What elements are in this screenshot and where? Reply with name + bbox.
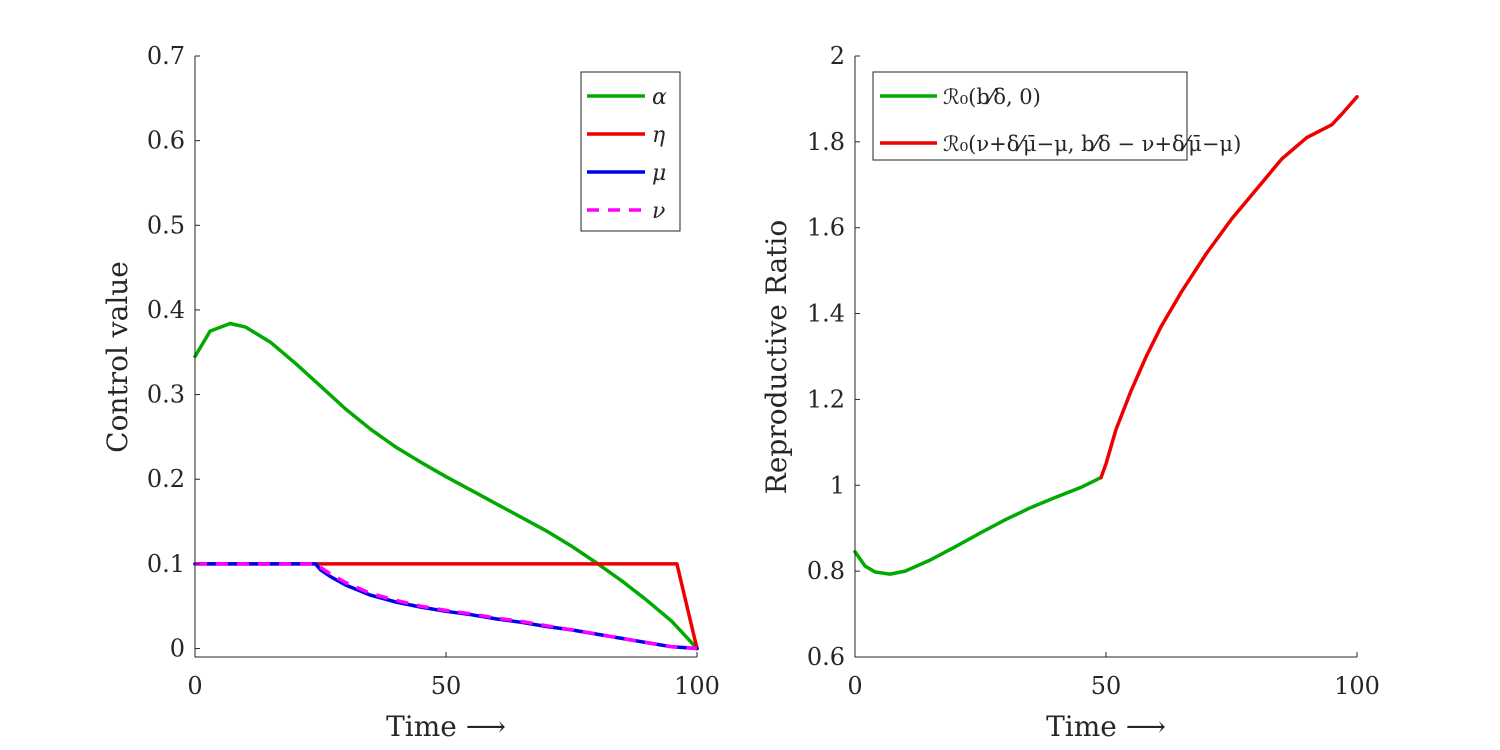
series-line-1 [1099,95,1359,480]
x-axis-label: Time ⟶ [386,710,506,743]
reproductive-ratio-plot: 0 50 100 0.6 0.8 1 1.2 1.4 1.6 1.8 2 Time ⟶ Reprod… [760,42,1380,743]
x-tick-label: 100 [1334,672,1380,700]
y-tick-label: 1.4 [807,300,845,328]
y-tick-label: 0.5 [147,211,185,239]
y-tick-label: 0.1 [147,550,185,578]
legend: ℛ₀(b⁄δ, 0) ℛ₀(ν+δ⁄μ̄−μ, b⁄δ − ν+δ⁄μ̄−μ) [872,71,1241,161]
legend-label: μ [652,161,666,186]
y-tick-label: 0.4 [147,296,185,324]
y-tick-label: 1.2 [807,385,845,413]
legend-box [580,71,681,232]
x-tick-label: 50 [431,672,462,700]
legend-label: α [652,85,667,110]
series-layer [853,95,1359,576]
series-line-2 [193,562,699,651]
y-tick-label: 0.8 [807,557,845,585]
legend-label: ν [652,199,665,224]
series-layer [193,321,699,651]
y-tick-label: 0.6 [807,643,845,671]
legend-label: ℛ₀(b⁄δ, 0) [943,85,1041,109]
y-tick-label: 1 [830,471,845,499]
control-values-plot: 0 50 100 0 0.1 0.2 0.3 0.4 0.5 0.6 0.7 Time ⟶ Cont… [101,42,720,743]
y-axis-label: Reproductive Ratio [760,220,793,494]
y-tick-label: 2 [830,42,845,70]
x-tick-label: 0 [847,672,862,700]
x-tick-label: 0 [187,672,202,700]
y-tick-label: 1.6 [807,214,845,242]
y-tick-label: 0.2 [147,465,185,493]
x-tick-label: 100 [674,672,720,700]
legend-label: ℛ₀(ν+δ⁄μ̄−μ, b⁄δ − ν+δ⁄μ̄−μ) [943,132,1241,156]
x-axis-label: Time ⟶ [1046,710,1166,743]
legend-label: η [652,123,665,148]
y-tick-label: 0 [170,635,185,663]
legend-box [872,71,1188,161]
y-tick-label: 0.6 [147,127,185,155]
y-tick-label: 0.7 [147,42,185,70]
y-tick-label: 1.8 [807,128,845,156]
series-line-0 [853,475,1103,576]
y-axis-label: Control value [101,261,134,453]
x-tick-label: 50 [1091,672,1122,700]
series-line-0 [193,321,699,651]
y-tick-label: 0.3 [147,381,185,409]
